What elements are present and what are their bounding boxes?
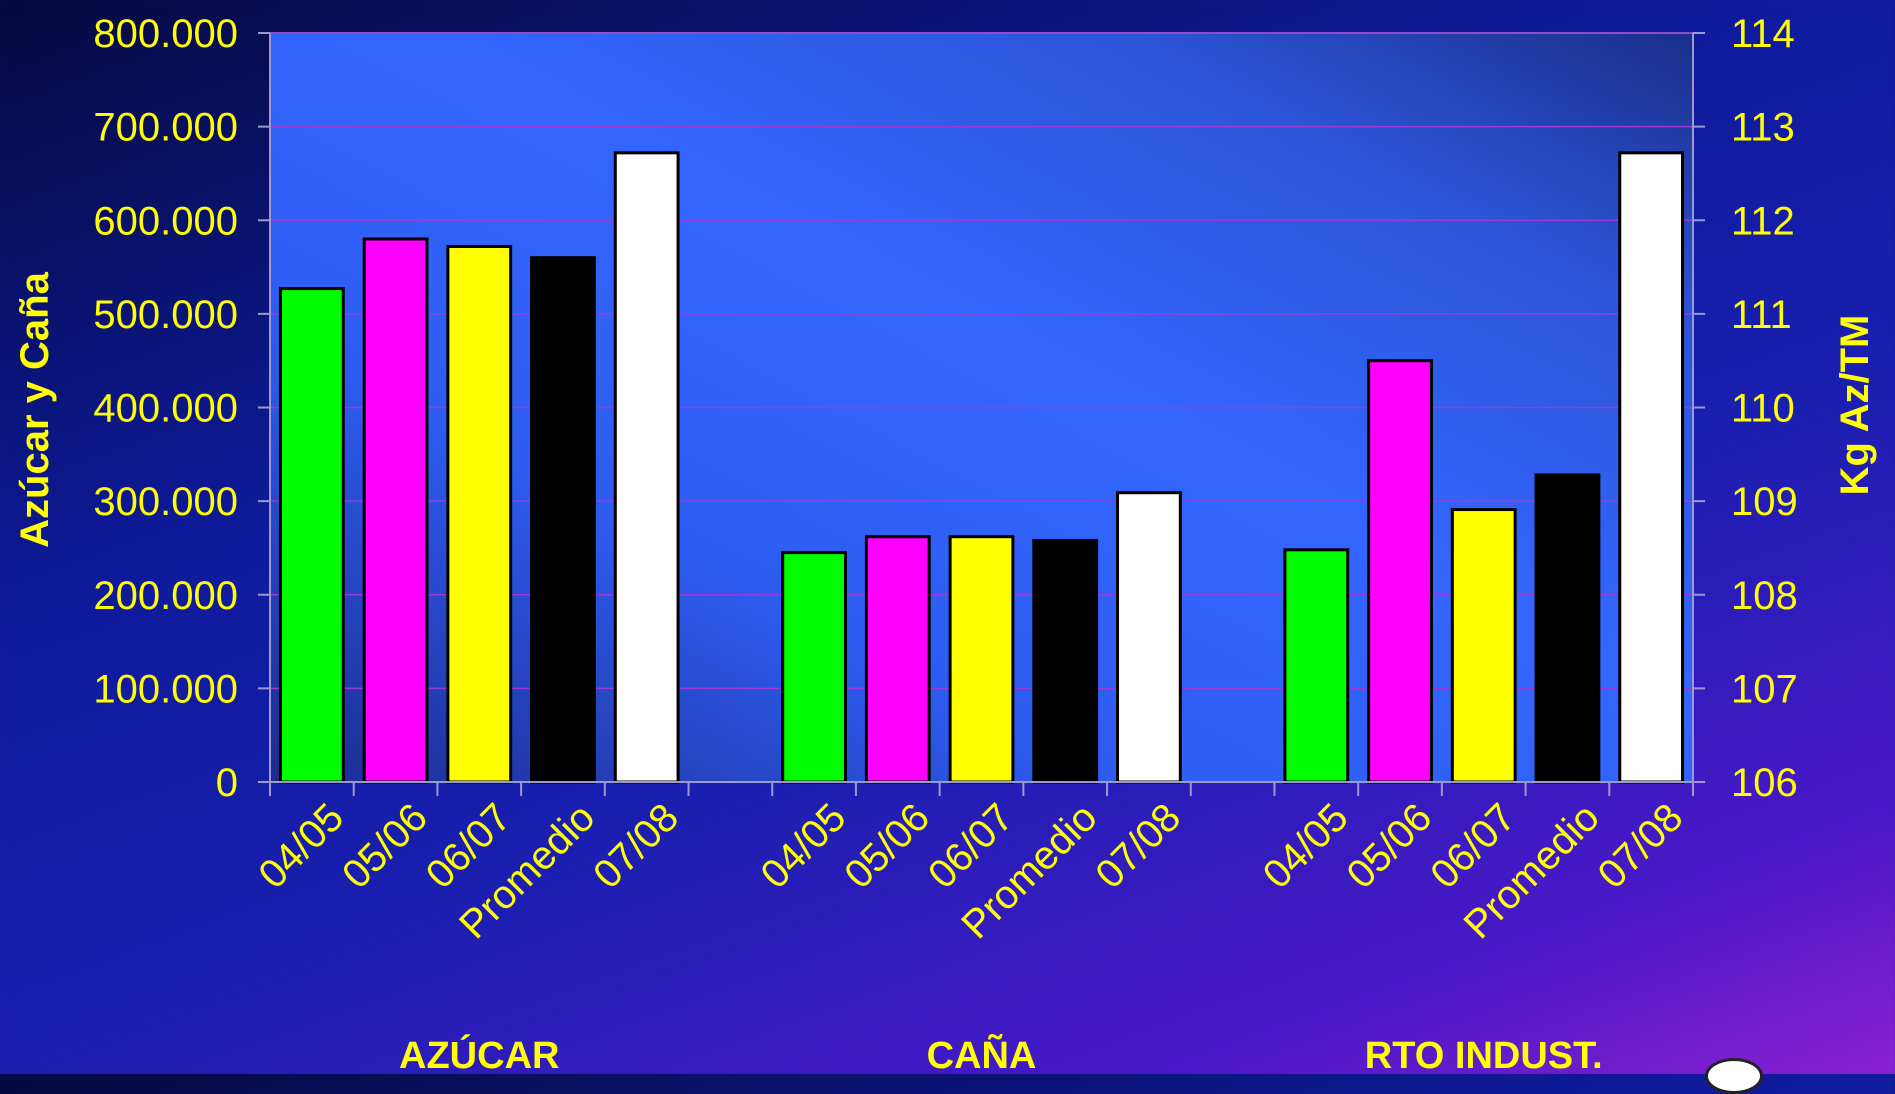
left-axis-ticks: 0 100.000 200.000 300.000 400.000 500.000 600.… [93, 12, 238, 805]
bar [1534, 473, 1601, 784]
right-tick-label: 108 [1731, 574, 1798, 618]
bars [278, 151, 1685, 784]
group-label: AZÚCAR [399, 1033, 559, 1074]
left-tick-label: 300.000 [93, 480, 238, 524]
x-tick-label: 04/05 [1255, 795, 1357, 897]
bar [446, 244, 513, 784]
x-tick-label: 07/08 [1087, 795, 1189, 897]
bar [1367, 359, 1433, 784]
left-tick-label: 0 [216, 761, 238, 805]
left-tick-label: 100.000 [93, 667, 238, 711]
right-axis-ticks: 106 107 108 109 110 111 112 113 114 [1731, 12, 1798, 805]
left-axis-title: Azúcar y Caña [13, 271, 57, 547]
left-tick-label: 200.000 [93, 574, 238, 618]
x-tick-label: 07/08 [1590, 795, 1692, 897]
bar [781, 551, 847, 784]
group-labels: AZÚCAR CAÑA RTO INDUST. [399, 1033, 1603, 1074]
right-tick-label: 107 [1731, 667, 1798, 711]
right-axis-title: Kg Az/TM [1833, 315, 1877, 496]
bar [1450, 508, 1517, 784]
x-tick-label: 05/06 [1338, 795, 1440, 897]
bar [530, 256, 596, 784]
x-tick-label: 04/05 [250, 795, 352, 897]
x-tick-label: 05/06 [334, 795, 436, 897]
axes [258, 32, 1705, 796]
right-tick-label: 109 [1731, 480, 1798, 524]
group-label: CAÑA [927, 1033, 1037, 1074]
right-tick-label: 106 [1731, 761, 1798, 805]
right-tick-label: 113 [1731, 106, 1795, 150]
bar [1116, 491, 1182, 784]
left-tick-label: 500.000 [93, 293, 238, 337]
logo [1705, 1058, 1763, 1094]
right-tick-label: 112 [1731, 199, 1795, 243]
left-tick-label: 600.000 [93, 199, 238, 243]
bar [1283, 548, 1350, 784]
right-tick-label: 114 [1731, 12, 1795, 56]
bar [1032, 538, 1099, 784]
group-label: RTO INDUST. [1365, 1035, 1603, 1074]
x-tick-label: 07/08 [585, 795, 687, 897]
x-tick-label: 05/06 [836, 795, 938, 897]
x-tick-label: 04/05 [753, 795, 855, 897]
right-tick-label: 110 [1731, 387, 1795, 431]
bar [278, 287, 345, 784]
bar [1618, 151, 1685, 784]
bar [948, 535, 1015, 784]
left-tick-label: 400.000 [93, 387, 238, 431]
bar [613, 151, 680, 784]
bar [362, 237, 429, 784]
right-tick-label: 111 [1731, 293, 1792, 337]
bar [864, 535, 931, 784]
left-tick-label: 800.000 [93, 12, 238, 56]
left-tick-label: 700.000 [93, 106, 238, 150]
